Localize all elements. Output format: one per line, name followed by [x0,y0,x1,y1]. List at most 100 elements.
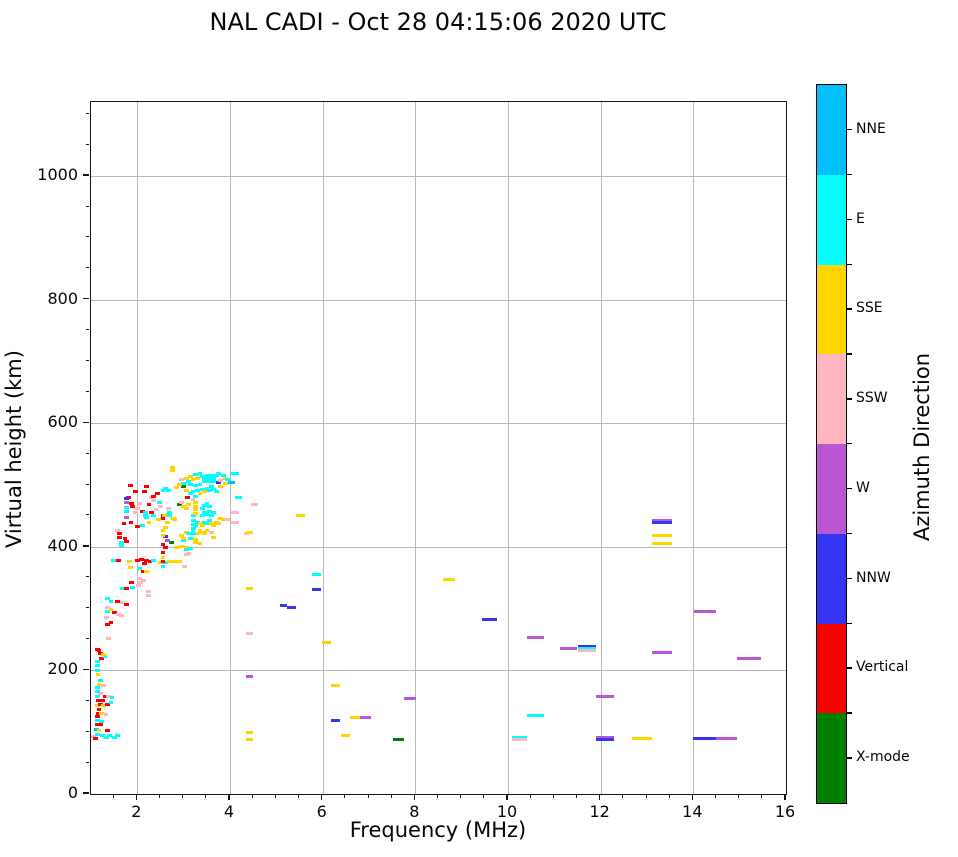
data-dash [359,715,371,719]
data-point [94,668,100,672]
data-point [128,581,134,585]
data-point [151,494,157,498]
y-major-tick [83,668,89,671]
data-dash [693,610,716,614]
data-point [192,508,198,512]
data-point [160,555,166,559]
colorbar-tick-label-nnw: NNW [856,569,891,586]
colorbar-boundary-tick [847,263,852,265]
data-point [165,539,170,543]
data-point [206,505,212,509]
data-point [206,510,212,514]
data-point [191,518,196,522]
y-minor-tick [85,576,89,578]
data-point [124,509,130,513]
data-dash [652,651,673,654]
data-point [202,490,208,494]
y-minor-tick [85,143,89,145]
data-point [145,589,151,593]
data-point [160,533,166,537]
data-point [144,570,150,574]
data-point [165,520,170,524]
gridline-x-14 [693,102,695,794]
data-point [99,711,105,715]
data-point [206,489,212,493]
data-point [94,663,100,667]
data-point [160,489,166,493]
data-point [195,532,201,536]
data-point [96,682,102,686]
colorbar-center-tick [847,667,852,669]
data-point [188,474,194,478]
data-dash [393,738,405,742]
data-point [141,579,146,583]
x-minor-tick [668,794,670,798]
data-point [104,729,110,733]
data-point [94,686,100,690]
x-minor-tick [182,794,184,798]
data-point [211,524,217,528]
data-point [185,503,191,507]
y-tick-label: 600 [47,412,78,432]
data-dash [482,618,497,622]
data-point [185,495,190,499]
data-point [108,608,114,612]
data-point [218,478,224,482]
data-point [130,586,136,590]
data-point [138,557,144,561]
data-point [130,505,136,509]
data-point [116,532,122,536]
data-point [183,545,189,549]
data-point [211,536,217,540]
data-point [211,476,217,480]
data-dash [511,735,528,739]
data-point [202,476,208,480]
x-minor-tick [761,794,763,798]
data-dash [652,518,673,522]
data-point [146,520,152,524]
gridline-x-8 [415,102,417,794]
data-point [135,507,140,511]
data-point [197,541,203,545]
data-dash [442,578,455,582]
data-point [108,599,114,603]
y-axis-label: Virtual height (km) [2,350,26,548]
data-point [158,505,164,509]
data-point [142,514,148,518]
data-point [202,511,208,515]
data-dash [652,521,673,525]
data-point [104,596,110,600]
data-point [174,486,180,490]
data-point [181,481,187,485]
data-point [97,692,103,696]
gridline-y-400 [91,546,786,548]
y-minor-tick [85,267,89,269]
data-point [209,521,214,525]
y-minor-tick [85,360,89,361]
data-point [100,698,106,702]
data-point [192,500,198,504]
data-point [91,735,96,739]
colorbar-segment-ssw [817,354,846,444]
data-dash [296,513,305,517]
colorbar-boundary-tick [847,443,852,445]
data-point [116,536,122,540]
data-point [156,500,162,504]
colorbar-tick-label-nne: NNE [856,120,886,137]
data-point [181,505,187,509]
x-minor-tick [645,794,647,798]
data-point [116,558,122,562]
data-point [108,701,114,705]
x-major-tick [506,794,508,800]
data-point [209,514,214,518]
y-minor-tick [85,390,89,392]
y-minor-tick [85,112,89,114]
data-point [182,565,188,569]
data-point [190,490,196,494]
data-point [128,520,134,524]
y-major-tick [83,174,89,176]
data-point [188,482,194,486]
data-dash [331,718,341,722]
gridline-x-10 [508,102,509,794]
data-point [161,514,167,518]
